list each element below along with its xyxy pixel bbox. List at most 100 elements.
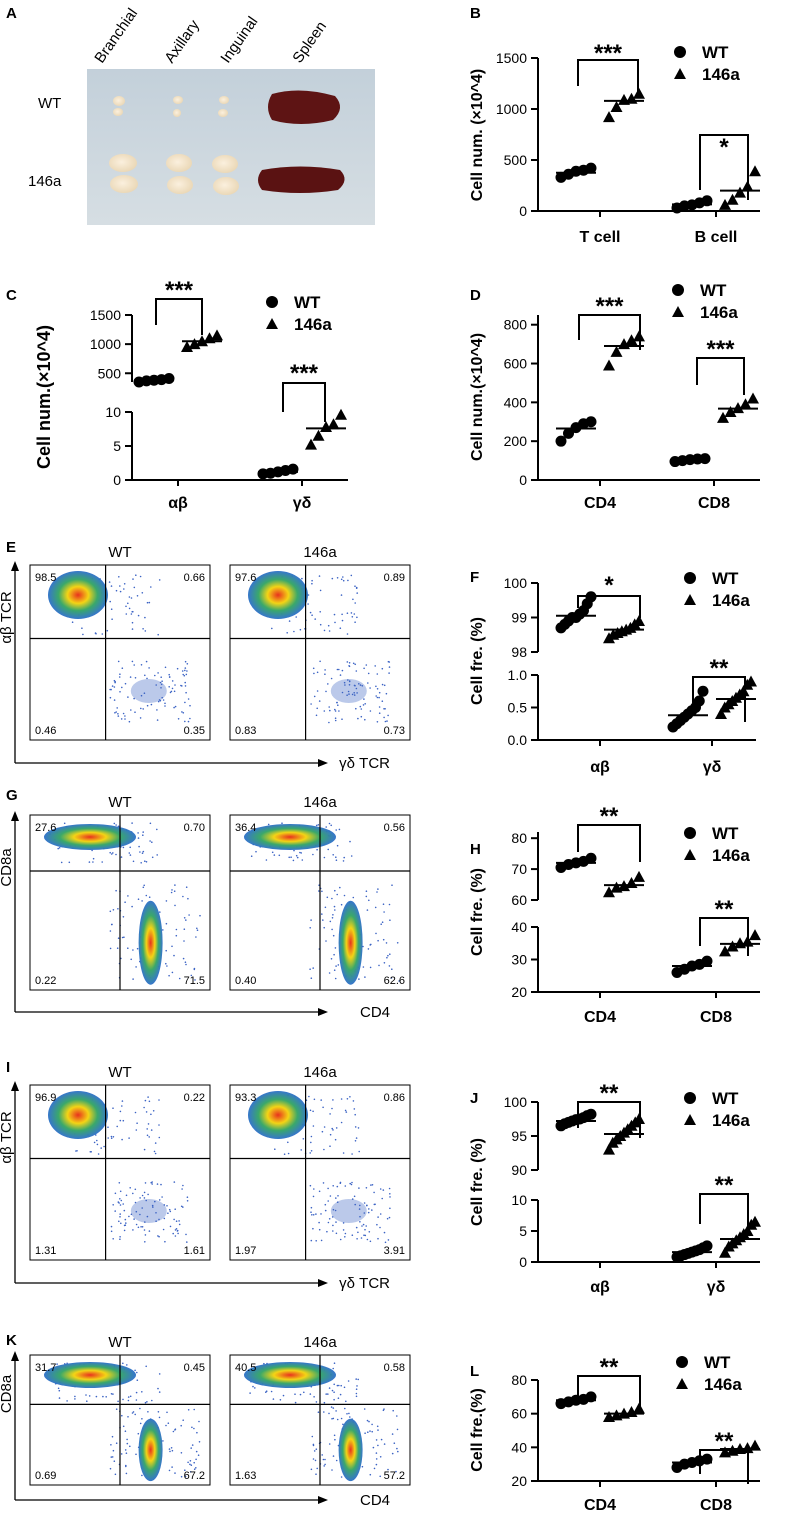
flow-dot: [373, 1191, 375, 1194]
flow-dot: [374, 665, 377, 667]
flow-dot: [380, 923, 383, 925]
flow-dot: [328, 721, 330, 724]
flow-dot: [198, 1441, 201, 1443]
flow-plot-146a: 146a 93.3 0.86 1.97 3.91: [229, 1064, 411, 1261]
flow-dot: [328, 630, 331, 632]
flow-dot: [348, 680, 351, 683]
flow-dot: [312, 1195, 315, 1198]
flow-dot: [329, 709, 331, 712]
flow-y-label: αβ TCR: [0, 591, 15, 643]
flow-dot: [325, 826, 328, 828]
flow-dot: [357, 1378, 360, 1381]
flow-dot: [129, 854, 132, 856]
flow-dot: [369, 1240, 372, 1243]
spleen-146a: [258, 166, 345, 193]
flow-dot: [142, 834, 144, 836]
flow-dot: [333, 613, 336, 616]
flow-dot: [317, 1411, 320, 1413]
flow-dot: [333, 1398, 335, 1401]
flow-dot: [322, 1458, 325, 1461]
flow-dot: [196, 1431, 198, 1434]
flow-dot: [88, 1395, 91, 1397]
flow-dot: [121, 936, 124, 939]
flow-dot: [337, 704, 339, 706]
flow-dot: [154, 1152, 157, 1155]
flow-dot: [145, 861, 148, 863]
flow-dot: [148, 1136, 150, 1138]
flow-dot: [139, 575, 142, 578]
flow-plot-wt: WT 98.5 0.66 0.46 0.35: [29, 544, 211, 741]
flow-dot: [295, 854, 298, 857]
flow-dot: [173, 954, 175, 957]
flow-dot: [362, 966, 365, 968]
flow-dot: [310, 1239, 313, 1242]
flow-dot: [356, 1238, 358, 1240]
flow-dot: [119, 1190, 122, 1193]
flow-dot: [333, 1383, 336, 1386]
flow-dot: [378, 712, 381, 714]
flow-dot: [396, 1447, 398, 1450]
density-cluster: [338, 1418, 363, 1482]
flow-dot: [151, 856, 154, 859]
flow-dot: [164, 666, 167, 669]
flow-dot: [158, 1373, 161, 1375]
flow-dot: [157, 633, 159, 636]
flow-dot: [381, 683, 384, 686]
flow-dot: [271, 627, 273, 630]
flow-dot: [161, 680, 163, 682]
flow-dot: [115, 1442, 118, 1444]
flow-dot: [376, 688, 379, 690]
significance-label: **: [600, 1080, 619, 1107]
flow-dot: [254, 1387, 256, 1389]
flow-dot: [333, 969, 336, 971]
flow-dot: [341, 669, 344, 672]
data-point-wt: [563, 427, 574, 439]
flow-dot: [388, 672, 390, 674]
flow-dot: [118, 1202, 120, 1204]
flow-dot: [167, 1212, 169, 1214]
flow-dot: [312, 1110, 314, 1113]
flow-dot: [340, 594, 343, 596]
flow-dot: [332, 914, 334, 916]
flow-dot: [367, 1211, 370, 1214]
flow-dot: [387, 1239, 390, 1241]
flow-dot: [150, 1181, 152, 1184]
flow-dot: [265, 1391, 267, 1393]
flow-dot: [139, 717, 142, 719]
flow-dot: [330, 824, 333, 827]
flow-dot: [109, 600, 111, 603]
flow-dot: [398, 980, 400, 982]
flow-dot: [128, 720, 131, 723]
flow-dot: [315, 1401, 318, 1403]
y-tick-label: 1500: [90, 307, 121, 323]
flow-dot: [299, 628, 302, 631]
arrow-right-icon: [318, 1496, 328, 1504]
flow-dot: [57, 847, 59, 850]
flow-dot: [382, 1189, 385, 1191]
flow-dot: [132, 1229, 134, 1231]
flow-dot: [312, 667, 315, 670]
data-point-wt: [701, 955, 713, 967]
flow-dot: [358, 1150, 361, 1153]
flow-dot: [325, 1393, 328, 1395]
flow-dot: [119, 1198, 121, 1200]
flow-dot: [134, 1413, 136, 1416]
flow-dot: [342, 1222, 345, 1224]
y-tick-label: 500: [504, 152, 528, 168]
flow-dot: [178, 977, 181, 980]
flow-dot: [313, 1396, 315, 1398]
flow-dot: [366, 1204, 368, 1207]
flow-dot: [136, 1122, 138, 1124]
flow-x-label: CD4: [360, 1492, 390, 1509]
flow-dot: [156, 1183, 159, 1185]
flow-dot: [344, 1232, 347, 1235]
flow-dot: [341, 619, 344, 622]
flow-dot: [142, 708, 144, 710]
legend: WT 146a: [676, 1353, 742, 1394]
y-tick-label: 30: [511, 952, 527, 968]
flow-dot: [356, 616, 358, 619]
legend-marker-wt: [684, 827, 696, 839]
flow-dot: [172, 1430, 175, 1433]
panel-label-A: A: [6, 5, 17, 22]
flow-dot: [113, 699, 116, 701]
